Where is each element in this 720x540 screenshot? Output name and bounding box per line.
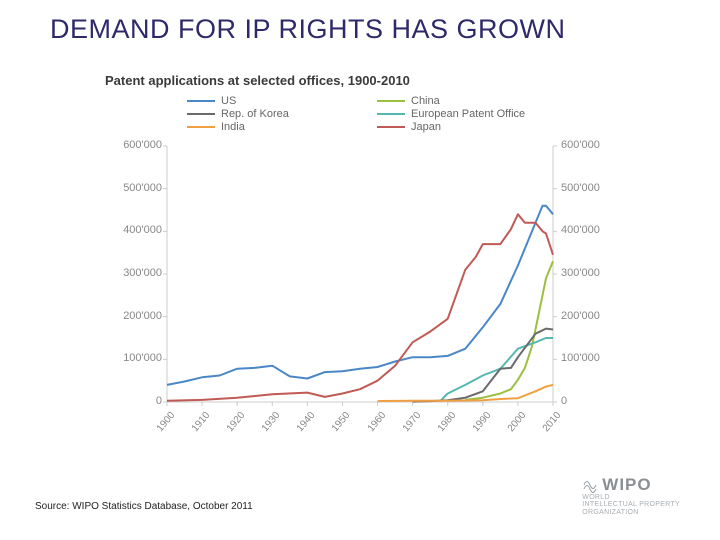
wipo-logo-sub2: INTELLECTUAL PROPERTY: [582, 501, 680, 508]
legend-item: India: [187, 121, 377, 133]
y-tick-label: 0: [107, 395, 162, 407]
wipo-logo-text: WIPO: [602, 476, 651, 494]
y-tick-label: 300'000: [561, 267, 616, 279]
legend-swatch: [377, 113, 405, 115]
line-chart: 600'000 500'000 400'000 300'000 200'000 100'0…: [105, 140, 615, 450]
y-tick-label: 600'000: [107, 139, 162, 151]
wipo-logo: WIPO WORLD INTELLECTUAL PROPERTY ORGANIZ…: [582, 476, 680, 516]
wipo-logo-sub1: WORLD: [582, 494, 680, 501]
legend-item: Rep. of Korea: [187, 108, 377, 120]
legend-label: India: [221, 121, 245, 133]
wipo-logo-mark: WIPO: [582, 476, 680, 494]
source-caption: Source: WIPO Statistics Database, Octobe…: [35, 501, 253, 512]
legend-swatch: [187, 100, 215, 102]
y-tick-label: 200'000: [107, 310, 162, 322]
y-tick-label: 600'000: [561, 139, 616, 151]
page-title: DEMAND FOR IP RIGHTS HAS GROWN: [50, 14, 566, 45]
globe-icon: [582, 477, 598, 493]
legend-label: Japan: [411, 121, 441, 133]
series-rep-of-korea: [413, 329, 553, 402]
wipo-logo-sub3: ORGANIZATION: [582, 509, 680, 516]
legend-swatch: [187, 113, 215, 115]
y-tick-label: 300'000: [107, 267, 162, 279]
legend-item: European Patent Office: [377, 108, 567, 120]
series-us: [167, 206, 553, 385]
legend-swatch: [377, 100, 405, 102]
y-tick-label: 500'000: [107, 182, 162, 194]
y-tick-label: 200'000: [561, 310, 616, 322]
legend-swatch: [187, 126, 215, 128]
legend-label: US: [221, 95, 236, 107]
chart-svg: [105, 140, 615, 450]
y-tick-label: 0: [561, 395, 616, 407]
legend-label: Rep. of Korea: [221, 108, 289, 120]
y-tick-label: 100'000: [561, 352, 616, 364]
slide: DEMAND FOR IP RIGHTS HAS GROWN Patent ap…: [0, 0, 720, 540]
legend-swatch: [377, 126, 405, 128]
chart-title: Patent applications at selected offices,…: [105, 73, 410, 88]
y-tick-label: 400'000: [561, 224, 616, 236]
y-tick-label: 100'000: [107, 352, 162, 364]
y-tick-label: 400'000: [107, 224, 162, 236]
chart-legend: US China Rep. of Korea European Patent Offi…: [187, 95, 567, 134]
legend-item: China: [377, 95, 567, 107]
legend-label: China: [411, 95, 440, 107]
legend-label: European Patent Office: [411, 108, 525, 120]
legend-item: US: [187, 95, 377, 107]
legend-item: Japan: [377, 121, 567, 133]
y-tick-label: 500'000: [561, 182, 616, 194]
